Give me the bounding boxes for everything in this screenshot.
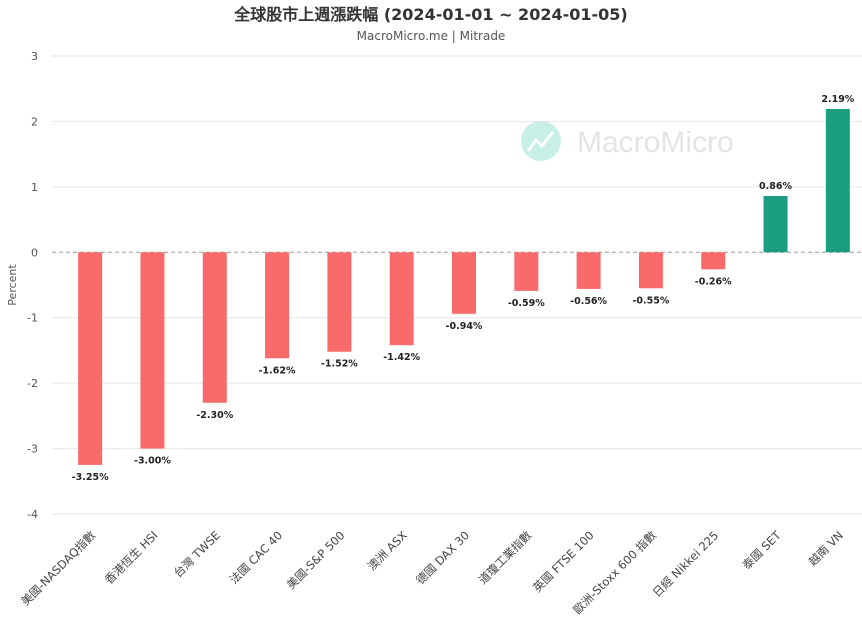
- x-tick-label: 法國 CAC 40: [227, 528, 285, 586]
- x-tick-label: 台灣 TWSE: [171, 528, 223, 580]
- bar[interactable]: [327, 252, 352, 352]
- bar[interactable]: [140, 252, 165, 449]
- x-tick-label: 越南 VN: [806, 528, 846, 568]
- watermark: MacroMicro: [521, 121, 734, 161]
- watermark-logo-icon: [521, 121, 561, 161]
- watermark-text: MacroMicro: [577, 126, 734, 159]
- watermark-chart-icon: [527, 131, 554, 152]
- bar[interactable]: [825, 108, 850, 253]
- y-tick-label: -4: [27, 508, 38, 521]
- data-label: -0.26%: [695, 276, 732, 287]
- y-tick-label: 2: [31, 115, 38, 128]
- data-label: 0.86%: [759, 181, 792, 192]
- bars: [78, 108, 850, 465]
- bar[interactable]: [452, 252, 476, 314]
- y-tick-label: 3: [31, 50, 38, 63]
- data-label: -3.25%: [72, 472, 109, 483]
- y-tick-label: -2: [27, 377, 38, 390]
- x-tick-label: 日經 Nikkei 225: [650, 528, 722, 600]
- y-tick-label: 0: [31, 246, 38, 259]
- bar[interactable]: [576, 252, 601, 289]
- x-tick-label: 德國 DAX 30: [413, 528, 472, 587]
- data-label: -3.00%: [134, 456, 171, 467]
- data-label: -0.59%: [508, 298, 545, 309]
- data-label: -0.56%: [570, 296, 607, 307]
- data-label: 2.19%: [821, 94, 854, 105]
- y-tick-label: -3: [27, 443, 38, 456]
- y-tick-label: -1: [27, 312, 38, 325]
- x-tick-label: 美國-NASDAQ指數: [18, 528, 98, 608]
- x-tick-label: 泰國 SET: [740, 528, 785, 573]
- x-tick-label: 英國 FTSE 100: [530, 528, 597, 595]
- data-label: -0.55%: [632, 295, 669, 306]
- y-axis-label: Percent: [6, 264, 19, 306]
- bar[interactable]: [638, 252, 663, 289]
- chart-title: 全球股市上週漲跌幅 (2024-01-01 ~ 2024-01-05): [233, 5, 627, 24]
- data-label: -1.52%: [321, 359, 358, 370]
- gridlines: [52, 55, 862, 515]
- chart-subtitle: MacroMicro.me | Mitrade: [357, 29, 506, 43]
- x-tick-label: 道瓊工業指數: [476, 528, 535, 587]
- x-tick-label: 美國-S&P 500: [284, 528, 348, 592]
- x-tick-label: 澳洲 ASX: [365, 528, 410, 573]
- data-label: -0.94%: [446, 321, 483, 332]
- bar[interactable]: [265, 252, 290, 359]
- x-axis-labels: 美國-NASDAQ指數 香港恆生 HSI 台灣 TWSE 法國 CAC 40美國-S&…: [18, 528, 846, 617]
- bar[interactable]: [78, 252, 103, 465]
- data-label: -2.30%: [196, 410, 233, 421]
- y-tick-label: 1: [31, 181, 38, 194]
- data-label: -1.62%: [259, 365, 296, 376]
- bar[interactable]: [514, 252, 539, 291]
- data-label: -1.42%: [383, 352, 420, 363]
- bar[interactable]: [763, 196, 788, 253]
- x-tick-label: 香港恆生 HSI: [102, 528, 161, 587]
- bar[interactable]: [389, 252, 414, 346]
- bar[interactable]: [202, 252, 227, 403]
- y-axis-ticks: 3 2 1 0 -1 -2 -3 -4: [27, 50, 38, 521]
- bar[interactable]: [701, 252, 726, 270]
- data-labels: -3.25% -3.00% -2.30% -1.62% -1.52% -1.42% -0.9…: [72, 94, 855, 483]
